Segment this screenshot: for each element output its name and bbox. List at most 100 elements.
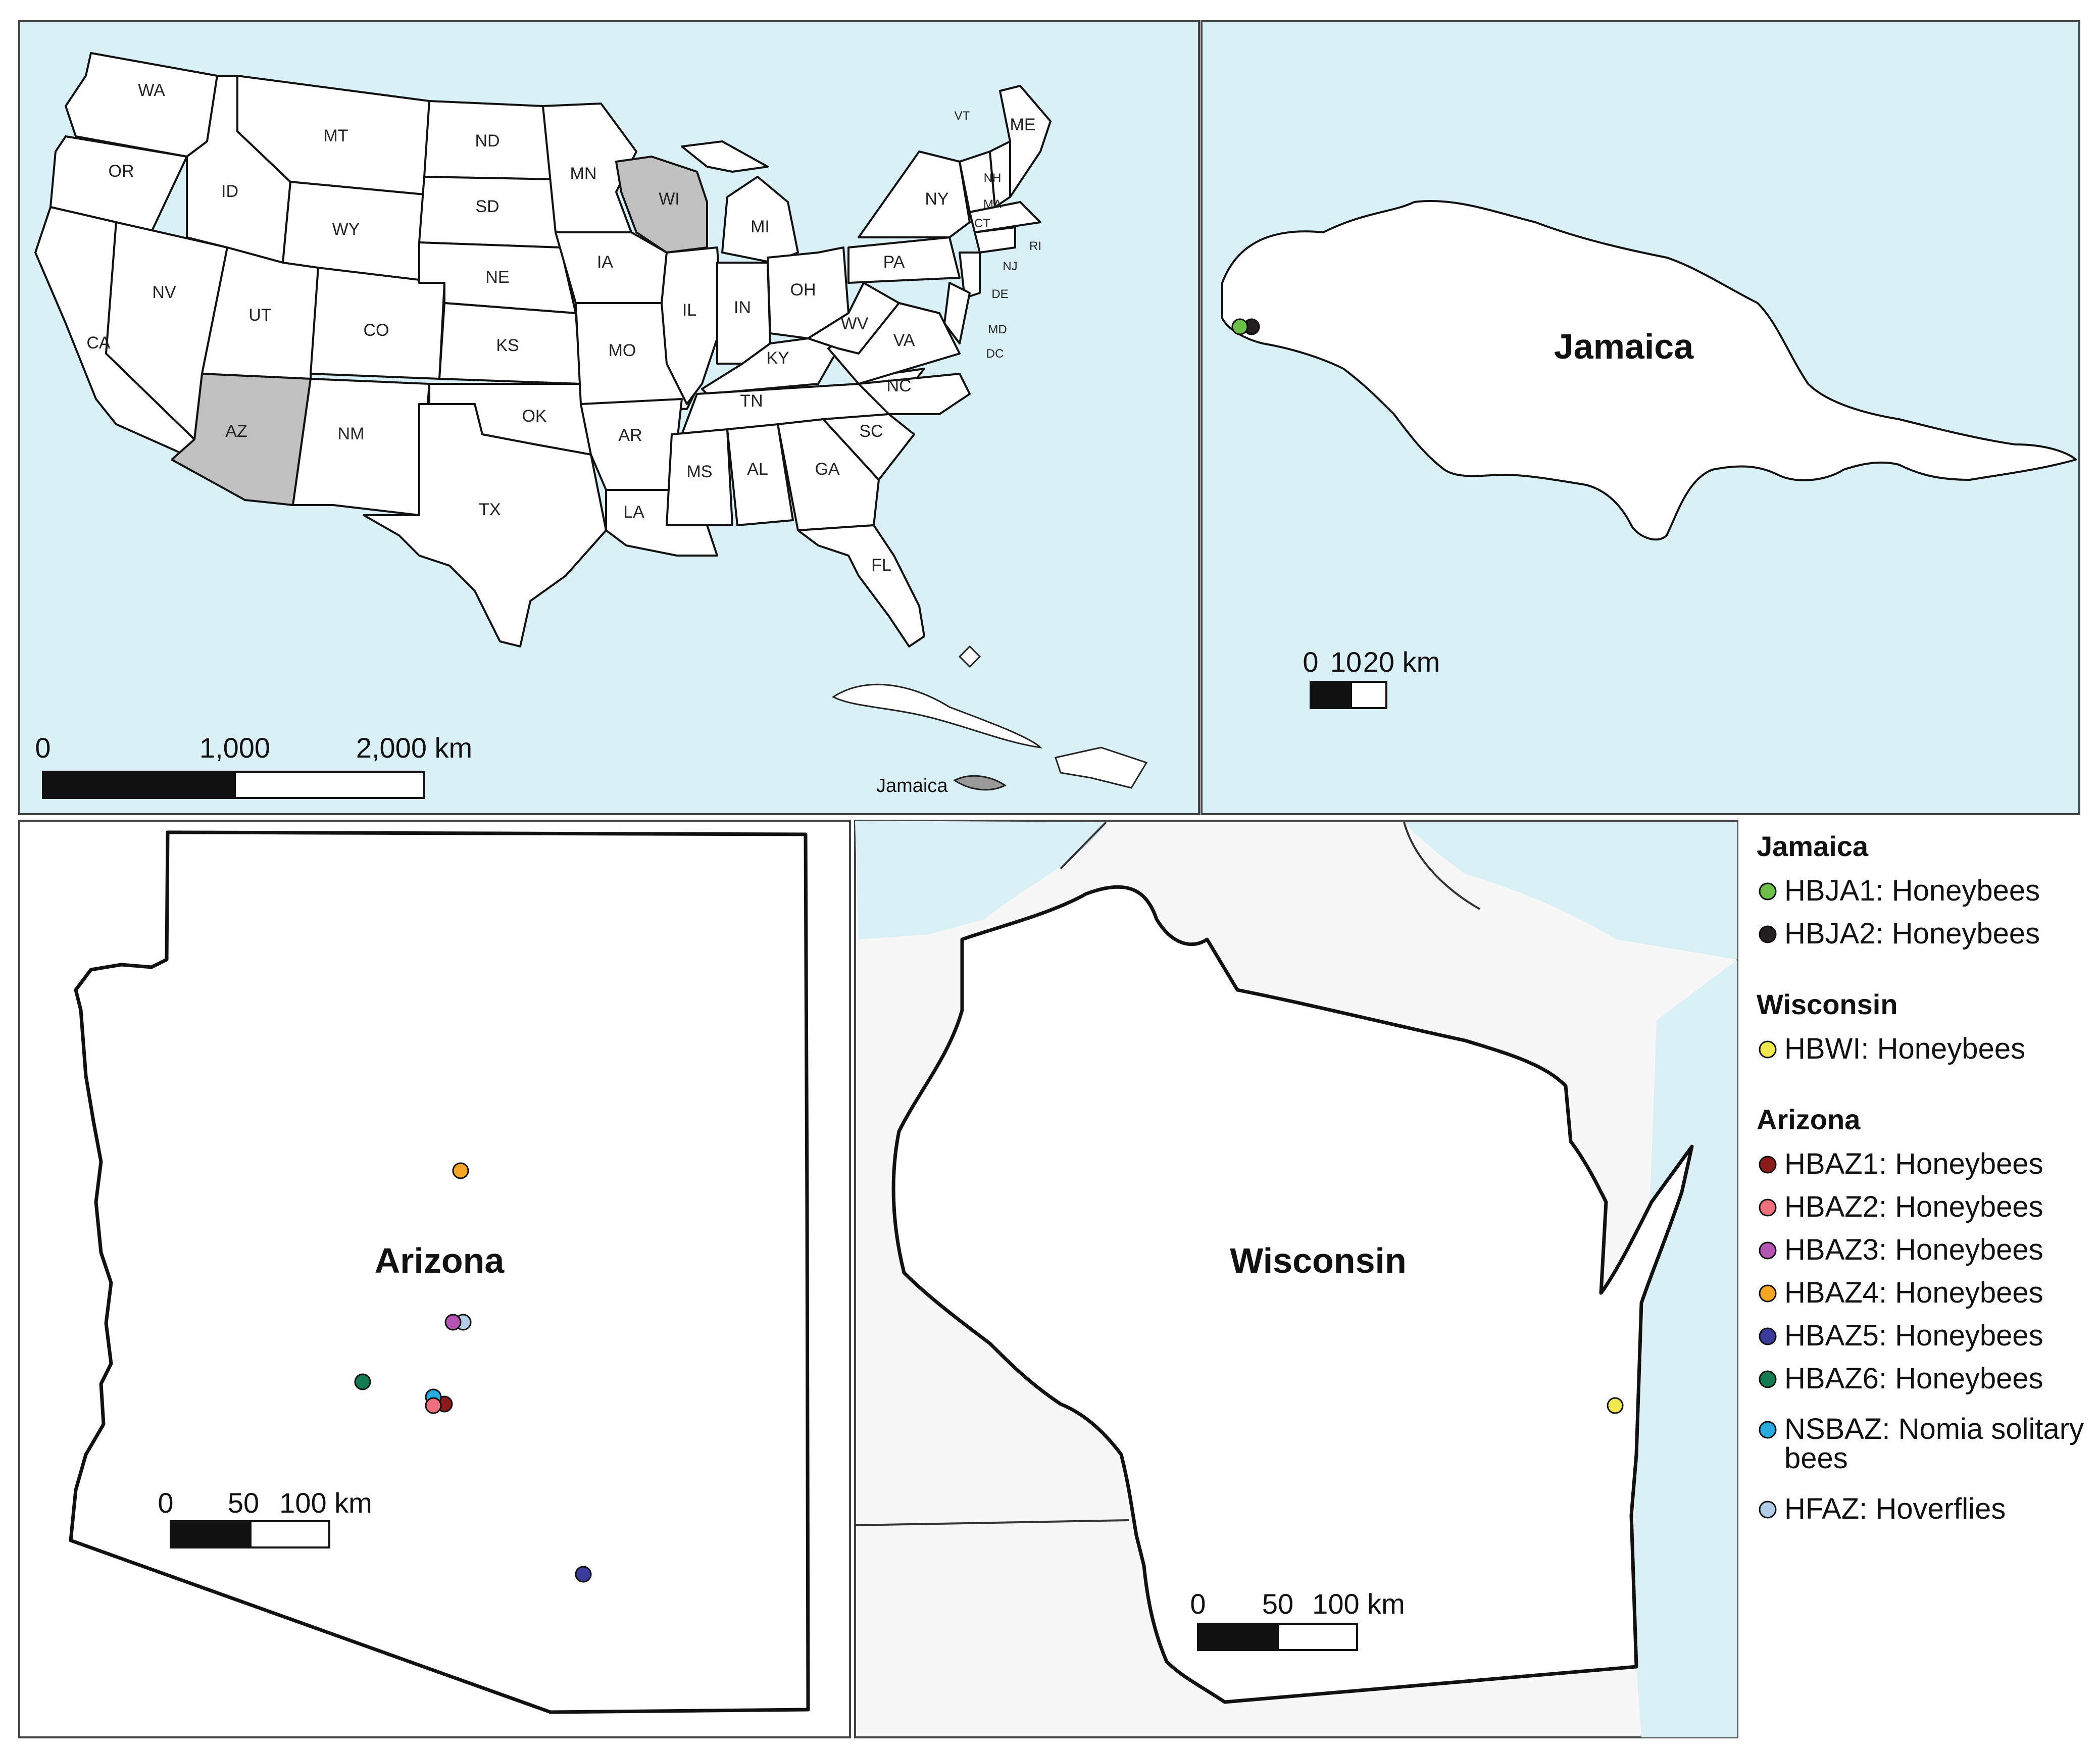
arizona-map-panel: Arizona 0 50 100 km <box>18 820 851 1738</box>
legend-marker <box>1759 1421 1777 1439</box>
state-label-in: IN <box>734 298 751 317</box>
legend-item-label: HBJA1: Honeybees <box>1784 874 2040 907</box>
state-label-ri: RI <box>1029 239 1041 253</box>
legend-heading: Jamaica <box>1757 830 1869 862</box>
legend-item-label: HBJA2: Honeybees <box>1784 917 2040 950</box>
state-label-nh: NH <box>984 171 1002 185</box>
state-label-de: DE <box>991 287 1008 301</box>
us-states <box>34 52 1052 647</box>
legend-item-label: HBAZ2: Honeybees <box>1784 1190 2043 1223</box>
arizona-scale-label-0: 0 <box>158 1487 173 1519</box>
jamaica-map-panel: Jamaica 0 10 20 km <box>1201 20 2080 815</box>
arizona-outline <box>69 830 810 1714</box>
wisconsin-scale-label-0: 0 <box>1190 1588 1206 1620</box>
site-hbwi <box>1607 1397 1624 1414</box>
jamaica-inset-label: Jamaica <box>876 775 948 796</box>
site-hbaz3 <box>444 1314 462 1331</box>
legend-heading: Wisconsin <box>1757 988 1898 1020</box>
state-label-ia: IA <box>597 253 613 272</box>
wisconsin-scale-label-2: 100 km <box>1312 1588 1405 1620</box>
legend-item-label: HBAZ5: Honeybees <box>1784 1319 2043 1352</box>
legend-item-label: NSBAZ: Nomia solitary bees <box>1784 1413 2084 1475</box>
state-label-ut: UT <box>248 306 271 325</box>
state-label-me: ME <box>1010 115 1036 134</box>
legend-item-label: HBAZ6: Honeybees <box>1784 1362 2043 1395</box>
lake-superior <box>855 821 1106 939</box>
state-label-la: LA <box>623 503 644 522</box>
legend-marker <box>1759 1284 1777 1303</box>
state-label-ct: CT <box>974 217 990 230</box>
state-label-sc: SC <box>859 422 883 441</box>
site-hbaz4 <box>452 1162 469 1179</box>
state-label-mo: MO <box>609 341 636 360</box>
legend: Jamaica HBJA1: Honeybees HBJA2: Honeybees W… <box>1757 830 2084 1525</box>
legend-marker <box>1759 1501 1777 1519</box>
state-label-wy: WY <box>332 220 360 239</box>
arizona-scale-label-2: 100 km <box>279 1487 372 1519</box>
state-label-pa: PA <box>883 253 905 272</box>
state-label-ne: NE <box>485 268 509 287</box>
state-label-tx: TX <box>479 500 501 519</box>
caribbean-islands <box>832 645 1148 789</box>
state-label-ky: KY <box>766 348 789 368</box>
state-label-co: CO <box>364 321 389 340</box>
site-hbja1 <box>1231 318 1248 335</box>
legend-item-label: HBAZ4: Honeybees <box>1784 1276 2043 1309</box>
state-label-oh: OH <box>790 280 816 299</box>
legend-marker <box>1759 1198 1777 1217</box>
state-label-wv: WV <box>841 314 869 333</box>
jamaica-title: Jamaica <box>1554 327 1694 366</box>
site-hbaz5 <box>575 1566 592 1583</box>
jamaica-island <box>1221 200 2077 541</box>
wisconsin-scale-label-1: 50 <box>1262 1588 1293 1620</box>
legend-marker <box>1759 1040 1777 1059</box>
site-hbaz2 <box>425 1397 442 1414</box>
state-label-ca: CA <box>86 333 111 353</box>
state-label-sd: SD <box>475 197 499 216</box>
state-label-nm: NM <box>338 424 365 443</box>
wisconsin-outline <box>891 885 1694 1704</box>
state-label-ny: NY <box>925 189 948 209</box>
state-label-ar: AR <box>618 426 642 445</box>
legend-heading: Arizona <box>1757 1104 1861 1135</box>
jamaica-scale-label-1: 10 <box>1330 646 1362 678</box>
legend-marker <box>1759 1327 1777 1345</box>
state-label-az: AZ <box>225 422 247 441</box>
legend-marker <box>1759 1370 1777 1388</box>
state-label-md: MD <box>988 323 1007 336</box>
wisconsin-scale-bar: 0 50 100 km <box>1190 1588 1405 1651</box>
lake-michigan <box>1631 960 1737 1737</box>
arizona-scale-label-1: 50 <box>228 1487 259 1519</box>
state-label-il: IL <box>682 301 696 320</box>
legend-item-label: HFAZ: Hoverflies <box>1784 1492 2006 1525</box>
legend-item-label: HBAZ1: Honeybees <box>1784 1147 2043 1180</box>
state-label-al: AL <box>747 460 768 479</box>
state-label-ga: GA <box>815 460 839 479</box>
state-label-mn: MN <box>570 164 597 183</box>
state-label-nj: NJ <box>1003 260 1017 273</box>
state-label-mi: MI <box>751 217 770 236</box>
state-label-vt: VT <box>955 109 970 123</box>
arizona-sites <box>354 1162 592 1583</box>
legend-marker <box>1759 1156 1777 1174</box>
state-label-dc: DC <box>986 347 1004 361</box>
state-label-or: OR <box>109 162 134 181</box>
us-state-labels: WA OR CA ID NV MT WY UT AZ CO NM ND SD NE KS OK TX MN IA MO… <box>86 81 1041 575</box>
usa-scale-label-2: 2,000 km <box>356 732 472 764</box>
legend-marker <box>1759 882 1777 901</box>
arizona-scale-bar: 0 50 100 km <box>158 1487 372 1548</box>
state-label-fl: FL <box>871 556 891 575</box>
legend-marker <box>1759 925 1777 943</box>
legend-item-label: HBWI: Honeybees <box>1784 1032 2025 1065</box>
neighbor-borders <box>855 821 1480 1526</box>
state-label-nd: ND <box>475 131 499 151</box>
state-label-tn: TN <box>740 391 763 411</box>
state-label-wa: WA <box>138 81 165 100</box>
jamaica-sites <box>1231 318 1260 335</box>
wisconsin-map-panel: Wisconsin 0 50 100 km <box>854 820 1738 1738</box>
jamaica-scale-label-2: 20 km <box>1363 646 1440 678</box>
state-label-ms: MS <box>687 462 713 481</box>
state-label-ks: KS <box>496 336 519 355</box>
jamaica-inset <box>953 775 1007 791</box>
